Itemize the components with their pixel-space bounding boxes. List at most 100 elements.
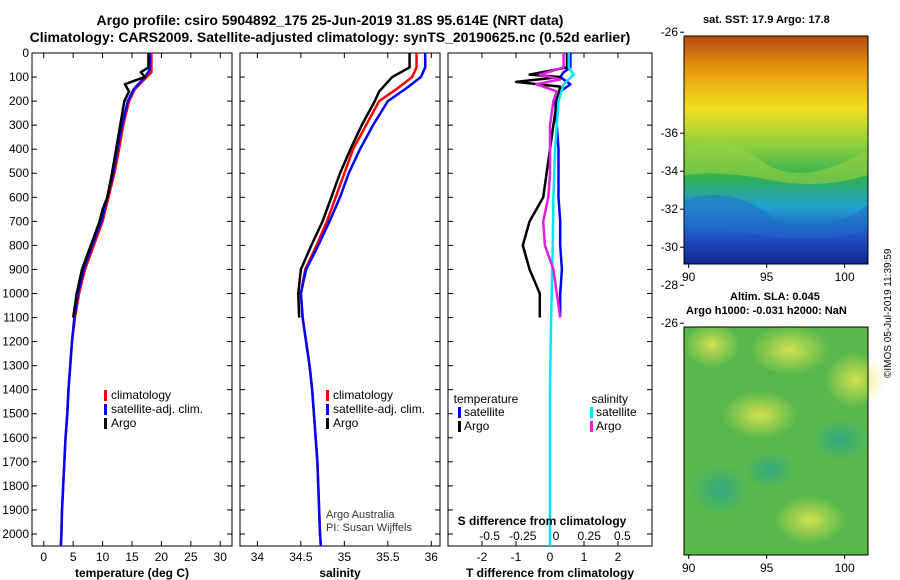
legend-swatch — [104, 418, 107, 429]
y-tick-label: 1200 — [2, 335, 29, 349]
salinity-tick-label: 0.25 — [578, 529, 602, 543]
sla-high-4 — [722, 391, 798, 439]
sst-map-eddy — [684, 195, 868, 239]
sla-map-axes: -26 -28 -30 -32 -34 -36 90 95 100 — [661, 126, 855, 575]
y-tick-label: 1900 — [2, 503, 29, 517]
series-line-temperature-satellite — [553, 53, 572, 318]
series-line-satellite-adj-clim- — [299, 53, 427, 547]
salinity-tick-label: 0.5 — [614, 529, 631, 543]
lat-tick-label: -34 — [661, 164, 679, 178]
legend-label: Argo — [111, 416, 137, 430]
sst-map-frame — [683, 35, 869, 265]
x-tick-label: -2 — [477, 550, 488, 564]
salinity-difference-label: S difference from climatology — [458, 514, 627, 528]
sst-map-title: sat. SST: 17.9 Argo: 17.8 — [703, 14, 830, 26]
x-tick-label: 34.5 — [289, 550, 313, 564]
lon-tick-label: 95 — [760, 561, 774, 575]
annotation-argo-australia: Argo Australia — [326, 509, 395, 521]
x-tick-label: 34 — [251, 550, 265, 564]
salinity-panel: 34 34.5 35 35.5 36 salinity climatologysatelli… — [239, 52, 441, 580]
series-line-salinity-argo — [535, 53, 565, 318]
sla-low-2 — [690, 464, 750, 516]
x-tick-label: 30 — [214, 550, 228, 564]
lon-tick-label: 100 — [835, 561, 855, 575]
legend-label: climatology — [333, 388, 393, 402]
lat-tick-label: -30 — [661, 240, 679, 254]
lat-tick-label: -26 — [661, 25, 679, 39]
x-tick-label: 35 — [338, 550, 352, 564]
salinity-tick-label: -0.5 — [479, 529, 500, 543]
legend-swatch — [104, 390, 107, 401]
imos-credit: ©IMOS 05-Jul-2019 11:39:59 — [883, 248, 894, 378]
lon-tick-label: 95 — [760, 270, 774, 284]
sla-high-3 — [825, 352, 885, 408]
y-tick-label: 0 — [22, 46, 29, 60]
legend-swatch — [104, 404, 107, 415]
plot-title-line-2: Climatology: CARS2009. Satellite-adjuste… — [29, 29, 631, 45]
x-axis-label: T difference from climatology — [466, 566, 634, 580]
axes-frame — [239, 52, 441, 547]
series-line-satellite-adj-clim- — [59, 53, 151, 547]
legend-swatch — [458, 421, 461, 432]
y-tick-label: 800 — [9, 238, 29, 252]
legend-title-salinity: salinity — [591, 392, 628, 406]
x-axis-label: salinity — [319, 566, 361, 580]
lat-tick-label: -26 — [661, 316, 679, 330]
lat-tick-label: -28 — [661, 0, 679, 1]
y-tick-label: 300 — [9, 118, 29, 132]
annotation-pi: PI: Susan Wijffels — [326, 522, 412, 534]
sla-argo-heights: Argo h1000: -0.031 h2000: NaN — [686, 305, 847, 317]
x-tick-label: 20 — [155, 550, 169, 564]
series-line-argo — [71, 53, 150, 318]
sla-high-1 — [684, 323, 740, 367]
lat-tick-label: -28 — [661, 278, 679, 292]
sst-map-axes: -26 -28 -30 -32 -34 -36 90 95 100 — [661, 0, 855, 284]
y-tick-label: 700 — [9, 214, 29, 228]
x-axis-label: temperature (deg C) — [75, 566, 189, 580]
y-tick-label: 1700 — [2, 455, 29, 469]
x-tick-label: 25 — [184, 550, 198, 564]
difference-panel: -2 -1 0 1 2 T difference from climatology temp… — [447, 52, 653, 580]
y-tick-label: 100 — [9, 70, 29, 84]
lat-tick-label: -36 — [661, 126, 679, 140]
legend-swatch — [326, 418, 329, 429]
legend-swatch — [458, 407, 461, 418]
legend-title-temperature: temperature — [454, 392, 519, 406]
legend-label: satellite — [464, 405, 505, 419]
y-tick-label: 900 — [9, 262, 29, 276]
y-tick-label: 1100 — [3, 311, 29, 325]
x-tick-label: 5 — [70, 550, 77, 564]
legend-label: satellite-adj. clim. — [333, 402, 425, 416]
legend-label: satellite — [596, 405, 637, 419]
legend-swatch — [326, 390, 329, 401]
sla-high-5 — [774, 496, 846, 544]
y-tick-label: 1600 — [2, 431, 29, 445]
y-tick-label: 1500 — [2, 407, 29, 421]
x-tick-label: 1 — [581, 550, 588, 564]
lon-tick-label: 100 — [835, 270, 855, 284]
legend-swatch — [326, 404, 329, 415]
x-tick-label: -1 — [511, 550, 522, 564]
y-tick-label: 1300 — [2, 359, 29, 373]
salinity-tick-label: -0.25 — [509, 529, 537, 543]
series-line-salinity-satellite — [548, 53, 576, 546]
y-tick-label: 2000 — [2, 527, 29, 541]
legend-swatch — [590, 421, 593, 432]
x-tick-label: 35.5 — [376, 550, 400, 564]
x-tick-label: 0 — [40, 550, 47, 564]
y-tick-label: 600 — [9, 190, 29, 204]
salinity-tick-label: 0 — [553, 529, 560, 543]
sla-high-2 — [750, 325, 830, 375]
legend-swatch — [590, 407, 593, 418]
lon-tick-label: 90 — [682, 561, 696, 575]
y-tick-label: 500 — [9, 166, 29, 180]
legend-label: satellite-adj. clim. — [111, 402, 203, 416]
y-tick-label: 200 — [9, 94, 29, 108]
sla-map — [683, 323, 885, 556]
x-tick-label: 0 — [547, 550, 554, 564]
lat-tick-label: -32 — [661, 202, 679, 216]
plot-title-line-1: Argo profile: csiro 5904892_175 25-Jun-2… — [96, 12, 564, 28]
sst-map — [683, 35, 869, 265]
sla-low-3 — [744, 452, 796, 488]
